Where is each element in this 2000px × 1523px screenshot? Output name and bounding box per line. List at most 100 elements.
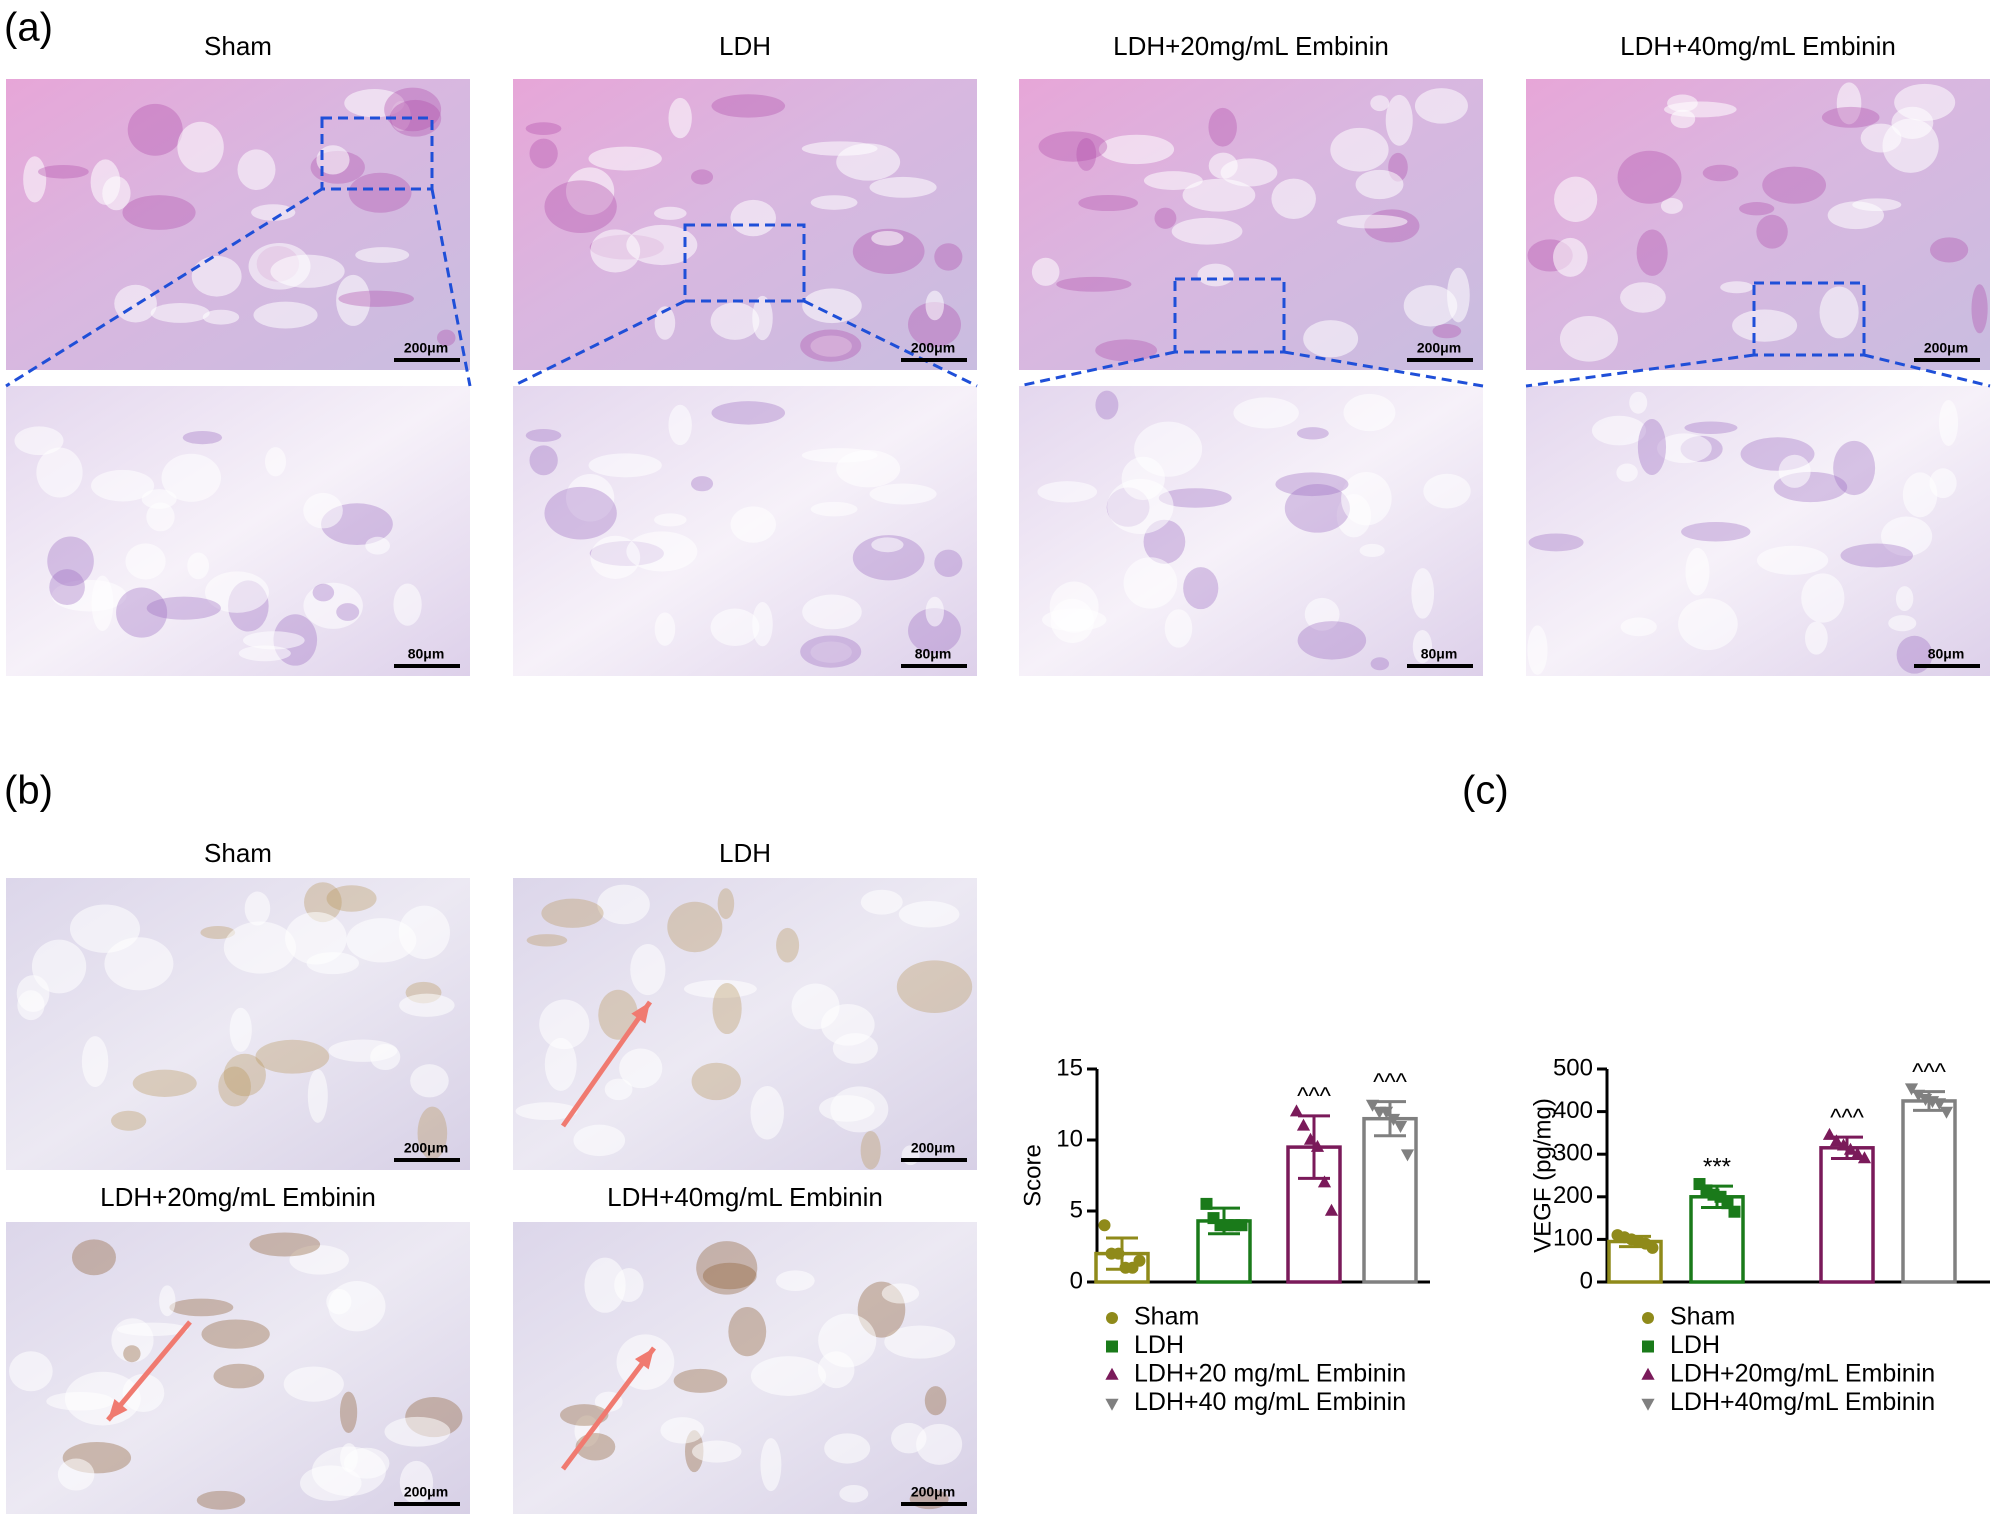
tissue-cell — [141, 489, 177, 509]
tissue-cell — [1840, 543, 1913, 568]
tissue-cell — [1660, 197, 1683, 214]
tissue-cell — [728, 1306, 767, 1357]
data-point — [1642, 1312, 1654, 1324]
tissue-cell — [326, 1288, 352, 1315]
zoom-line — [1863, 353, 1991, 388]
legend-label: LDH+20mg/mL Embinin — [1670, 1360, 1935, 1388]
tissue-cell — [683, 979, 757, 999]
data-point — [1728, 1205, 1741, 1218]
tissue-cell — [860, 1130, 881, 1170]
tissue-cell — [218, 1066, 251, 1107]
tissue-cell — [223, 1053, 266, 1097]
tissue-cell — [1171, 217, 1243, 245]
tissue-cell — [1197, 263, 1234, 287]
tissue-cell — [237, 149, 276, 190]
tissue-cell — [47, 536, 94, 587]
tissue-cell — [908, 608, 961, 654]
tissue-cell — [1304, 597, 1340, 631]
tissue-cell — [1341, 471, 1392, 526]
tissue-cell — [1929, 468, 1957, 499]
tissue-cell — [91, 469, 155, 502]
tissue-cell — [839, 1484, 869, 1503]
tissue-cell — [125, 543, 166, 580]
tissue-cell — [182, 430, 223, 445]
data-point — [1911, 1089, 1926, 1102]
tissue-cell — [398, 905, 450, 960]
tissue-cell — [1220, 158, 1278, 187]
tissue-cell — [187, 552, 210, 580]
tissue-cell — [328, 1039, 398, 1062]
tissue-cell — [881, 1283, 920, 1304]
tissue-cell — [525, 122, 562, 136]
legend-label: LDH+20 mg/mL Embinin — [1134, 1360, 1406, 1388]
tissue-cell — [884, 1325, 956, 1359]
significance: *** — [1703, 1153, 1731, 1180]
arrow-head — [108, 1398, 128, 1420]
tissue-cell — [1233, 397, 1299, 429]
tissue-cell — [588, 453, 662, 478]
tissue-cell — [303, 582, 363, 629]
data-point — [1836, 1138, 1851, 1151]
tissue-cell — [1739, 202, 1775, 216]
data-point — [1386, 1113, 1401, 1126]
tissue-cell — [384, 87, 442, 132]
bar — [1362, 1116, 1418, 1284]
tissue-cell — [384, 1416, 451, 1447]
legend-label: Sham — [1134, 1303, 1199, 1331]
data-point — [1843, 1142, 1858, 1155]
data-point — [1289, 1104, 1304, 1117]
tissue-cell — [1370, 95, 1390, 112]
data-point — [1365, 1099, 1380, 1112]
scale-label: 200μm — [1417, 340, 1461, 356]
tissue-cell — [1881, 516, 1933, 557]
data-point — [1379, 1106, 1394, 1119]
tissue-cell — [36, 447, 83, 498]
significance: ^^^ — [1912, 1059, 1947, 1086]
tissue-cell — [202, 309, 240, 325]
tissue-cell — [1636, 229, 1668, 276]
legend-label: LDH+40 mg/mL Embinin — [1134, 1388, 1406, 1416]
legend-label: LDH+40mg/mL Embinin — [1670, 1388, 1935, 1416]
tissue-cell — [1929, 237, 1969, 263]
panel-title: LDH+20mg/mL Embinin — [100, 1182, 376, 1212]
bar — [1901, 1099, 1957, 1284]
tissue-cell — [339, 1391, 358, 1434]
tissue-cell — [161, 453, 222, 502]
tissue-cell — [1971, 284, 1988, 334]
tissue-cell — [31, 939, 87, 994]
tissue-cell — [1078, 194, 1139, 212]
micrograph — [6, 386, 470, 676]
tissue-cell — [283, 1366, 344, 1402]
data-point — [1324, 1203, 1339, 1216]
tissue-cell — [1123, 557, 1178, 609]
legend-label: LDH — [1670, 1331, 1720, 1359]
zoom-line — [430, 188, 472, 387]
scale-label: 80μm — [408, 646, 445, 662]
tissue-cell — [365, 536, 390, 555]
tissue-cell — [1412, 630, 1433, 664]
data-point — [1850, 1147, 1865, 1159]
tissue-cell — [597, 884, 650, 925]
y-tick-label: 300 — [1553, 1140, 1593, 1167]
tissue-cell — [110, 1110, 147, 1131]
tissue-cell — [111, 1318, 154, 1363]
panel-label: (b) — [4, 769, 53, 813]
tissue-cell — [1616, 463, 1638, 482]
tissue-cell — [525, 429, 562, 442]
tissue-cell — [417, 1106, 448, 1160]
tissue-cell — [584, 1257, 626, 1313]
panel-title: LDH+20mg/mL Embinin — [1113, 31, 1389, 61]
tissue-cell — [1182, 178, 1256, 212]
arrow-head — [631, 1002, 650, 1024]
tissue-cell — [1617, 150, 1682, 204]
scale-label: 200μm — [1924, 340, 1968, 356]
tissue-cell — [819, 1095, 875, 1122]
micrograph — [6, 79, 470, 370]
data-point — [1296, 1118, 1311, 1131]
tissue-cell — [393, 583, 422, 626]
tissue-cell — [730, 506, 777, 543]
tissue-cell — [238, 645, 291, 662]
scale-label: 200μm — [404, 1484, 448, 1500]
tissue-cell — [802, 288, 862, 324]
